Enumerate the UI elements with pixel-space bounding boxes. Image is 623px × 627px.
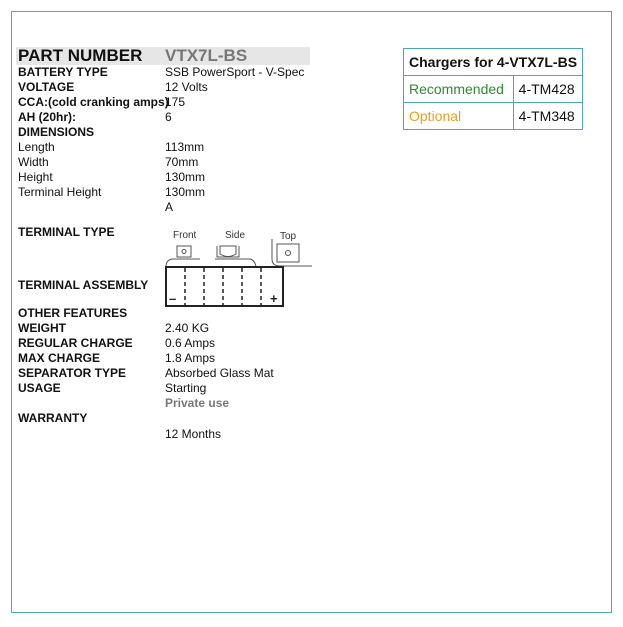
separator-type-label: SEPARATOR TYPE <box>18 366 127 380</box>
max-charge-value: 1.8 Amps <box>165 351 216 365</box>
cca-value: 175 <box>165 95 186 109</box>
part-number-row: PART NUMBER VTX7L-BS <box>16 47 310 65</box>
voltage-value: 12 Volts <box>165 80 208 94</box>
usage-label: USAGE <box>18 381 61 395</box>
side-terminal-icon <box>219 245 237 257</box>
regular-charge-value: 0.6 Amps <box>165 336 216 350</box>
part-number-value: VTX7L-BS <box>165 46 248 65</box>
top-terminal-icon <box>276 243 300 263</box>
warranty-label: WARRANTY <box>18 411 88 425</box>
cca-label: CCA:(cold cranking amps) <box>18 95 169 109</box>
terminal-code-value: A <box>165 200 174 214</box>
max-charge-label: MAX CHARGE <box>18 351 101 365</box>
length-value: 113mm <box>165 140 205 154</box>
weight-label: WEIGHT <box>18 321 66 335</box>
negative-terminal-mark: – <box>169 291 176 306</box>
ah-label: AH (20hr): <box>18 110 77 124</box>
front-terminal-icon <box>176 245 192 258</box>
charger-model[interactable]: 4-TM428 <box>512 75 584 103</box>
charger-model[interactable]: 4-TM348 <box>512 102 584 130</box>
charger-type: Recommended <box>403 75 514 103</box>
width-label: Width <box>18 155 49 169</box>
terminal-height-value: 130mm <box>165 185 206 199</box>
battery-outline <box>165 266 284 307</box>
height-value: 130mm <box>165 170 206 184</box>
usage-private-value: Private use <box>165 396 230 410</box>
top-label: Top <box>280 231 297 242</box>
weight-value: 2.40 KG <box>165 321 210 335</box>
ah-value: 6 <box>165 110 172 124</box>
terminal-diagram: Front Side Top – + <box>165 230 312 307</box>
separator-type-value: Absorbed Glass Mat <box>165 366 274 380</box>
height-label: Height <box>18 170 53 184</box>
part-number-label: PART NUMBER <box>18 46 143 65</box>
terminal-assembly-label: TERMINAL ASSEMBLY <box>18 278 149 292</box>
regular-charge-label: REGULAR CHARGE <box>18 336 133 350</box>
positive-terminal-mark: + <box>270 291 278 306</box>
other-features-label: OTHER FEATURES <box>18 306 128 320</box>
front-label: Front <box>173 230 197 241</box>
chargers-title: Chargers for 4-VTX7L-BS <box>402 48 584 76</box>
width-value: 70mm <box>165 155 199 169</box>
chargers-table: Chargers for 4-VTX7L-BS Recommended 4-TM4… <box>402 48 584 130</box>
side-label: Side <box>225 230 245 241</box>
table-row: Recommended 4-TM428 <box>403 75 584 103</box>
length-label: Length <box>18 140 55 154</box>
terminal-type-label: TERMINAL TYPE <box>18 225 115 239</box>
voltage-label: VOLTAGE <box>18 80 75 94</box>
terminal-height-label: Terminal Height <box>18 185 102 199</box>
battery-type-label: BATTERY TYPE <box>18 65 108 79</box>
charger-type: Optional <box>403 102 514 130</box>
table-row: Optional 4-TM348 <box>403 102 584 130</box>
warranty-value: 12 Months <box>165 427 222 441</box>
usage-value: Starting <box>165 381 207 395</box>
content-frame <box>11 11 612 613</box>
battery-type-value: SSB PowerSport - V-Spec <box>165 65 305 79</box>
dimensions-label: DIMENSIONS <box>18 125 95 139</box>
